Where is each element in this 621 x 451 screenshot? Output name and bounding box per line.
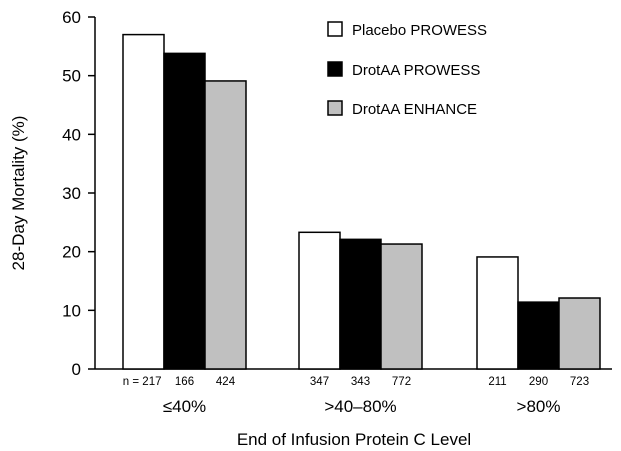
legend-label-placebo-prowess: Placebo PROWESS: [352, 22, 487, 39]
bar-placebo-prowess-2: [476, 256, 519, 370]
n-count-label: 166: [175, 376, 194, 388]
n-count-label: 723: [570, 376, 589, 388]
y-tick-group: 0 10 20 30 40 50 60: [62, 8, 95, 379]
y-tick-label: 10: [62, 301, 81, 320]
category-label: >80%: [517, 397, 561, 416]
y-tick-label: 60: [62, 8, 81, 27]
y-tick-label: 30: [62, 184, 81, 203]
legend: Placebo PROWESS DrotAA PROWESS DrotAA EN…: [327, 21, 487, 118]
y-tick-label: 40: [62, 125, 81, 144]
category-label: >40–80%: [324, 397, 396, 416]
bar-placebo-prowess-0: [122, 33, 165, 370]
n-count-label: 343: [351, 376, 370, 388]
n-count-label: n = 217: [123, 376, 162, 388]
legend-swatch-drotaa-enhance: [327, 100, 343, 116]
n-count-label: 347: [310, 376, 329, 388]
bar-placebo-prowess-1: [298, 231, 341, 370]
legend-swatch-placebo-prowess: [327, 21, 343, 37]
bar-drotaa-enhance-0: [204, 80, 247, 370]
y-tick-label: 0: [72, 360, 81, 379]
bar-drotaa-enhance-1: [380, 243, 423, 370]
bar-group: [122, 33, 601, 370]
category-label: ≤40%: [163, 397, 206, 416]
legend-swatch-drotaa-prowess: [327, 61, 343, 77]
n-count-label: 211: [488, 376, 506, 388]
y-axis-title: 28-Day Mortality (%): [9, 116, 28, 271]
bar-drotaa-enhance-2: [558, 297, 601, 370]
n-count-label: 772: [392, 376, 411, 388]
y-tick-label: 50: [62, 67, 81, 86]
category-label-group: n = 217 166 424 ≤40% 347 343 772 >40–80% 211 290 7…: [123, 376, 589, 416]
bar-drotaa-prowess-2: [517, 301, 560, 370]
bar-drotaa-prowess-1: [339, 238, 382, 370]
legend-label-drotaa-prowess: DrotAA PROWESS: [352, 62, 480, 79]
y-tick-label: 20: [62, 243, 81, 262]
n-count-label: 290: [529, 376, 548, 388]
bar-drotaa-prowess-0: [163, 52, 206, 370]
n-count-label: 424: [216, 376, 236, 388]
legend-label-drotaa-enhance: DrotAA ENHANCE: [352, 101, 477, 118]
x-axis-title: End of Infusion Protein C Level: [237, 430, 471, 449]
